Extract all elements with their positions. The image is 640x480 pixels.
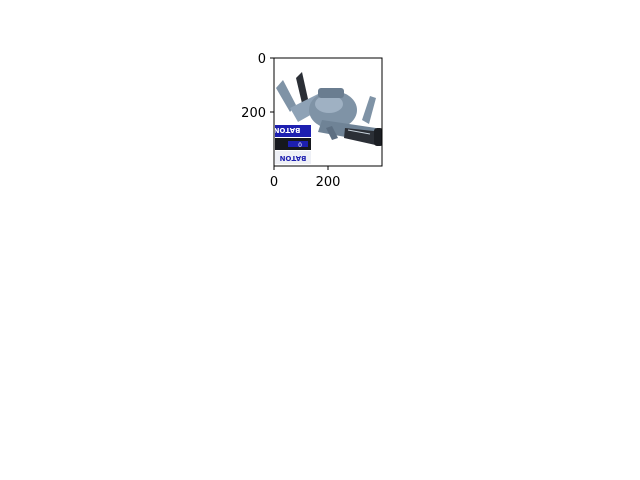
white-label [275, 151, 311, 164]
x-axis: 0 200 [270, 166, 341, 190]
packaging-labels: BATON 0 BATON [273, 125, 311, 164]
blue-label-top [275, 125, 311, 137]
image-content: BATON 0 BATON [273, 58, 382, 166]
y-tick-label-0: 0 [258, 52, 266, 67]
label-text-1: BATON [273, 126, 300, 134]
y-axis: 0 200 [241, 52, 274, 121]
x-tick-label-200: 200 [316, 175, 341, 190]
y-tick-label-200: 200 [241, 106, 266, 121]
label-text-3: 0 [298, 142, 302, 149]
launcher-illustration [276, 72, 382, 146]
x-tick-label-0: 0 [270, 175, 278, 190]
image-axes: BATON 0 BATON 0 200 0 200 [241, 52, 383, 190]
label-text-2: BATON [279, 154, 306, 162]
